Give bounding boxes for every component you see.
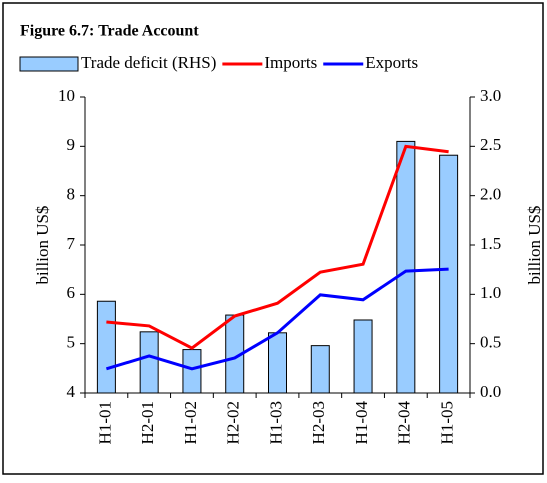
x-tick-label: H2-04 <box>395 401 414 445</box>
bar <box>353 319 373 394</box>
legend-label: Exports <box>365 53 418 72</box>
y-tick-label: 5 <box>67 333 76 352</box>
y-tick-label: 8 <box>67 185 76 204</box>
bar <box>139 331 159 394</box>
bar <box>182 349 202 394</box>
y2-tick-label: 1.0 <box>480 283 501 302</box>
y-tick-label: 4 <box>67 382 76 401</box>
legend-label: Imports <box>264 53 317 72</box>
line <box>106 144 449 350</box>
y-tick-label: 9 <box>67 135 76 154</box>
x-tick-label: H1-05 <box>438 401 457 444</box>
y-tick-label: 6 <box>67 283 76 302</box>
chart-title: Figure 6.7: Trade Account <box>20 23 199 40</box>
line <box>105 267 449 371</box>
y2-axis-label: billion US$ <box>525 206 544 285</box>
y2-tick-label: 0.5 <box>480 333 501 352</box>
y2-tick-label: 2.5 <box>480 135 501 154</box>
y-tick-label: 10 <box>58 86 75 105</box>
y2-tick-label: 1.5 <box>480 234 501 253</box>
y-axis-label: billion US$ <box>33 206 52 285</box>
x-tick-label: H2-01 <box>138 401 157 444</box>
x-tick-label: H2-02 <box>224 401 243 444</box>
x-tick-label: H1-03 <box>266 401 285 444</box>
x-tick-label: H2-03 <box>309 401 328 444</box>
legend-label: Trade deficit (RHS) <box>81 53 216 72</box>
y2-tick-label: 3.0 <box>480 86 501 105</box>
bar <box>396 140 416 394</box>
bar <box>310 345 330 394</box>
y2-tick-label: 0.0 <box>480 382 501 401</box>
x-tick-label: H1-01 <box>95 401 114 444</box>
bar <box>439 154 459 394</box>
x-tick-label: H1-04 <box>352 401 371 445</box>
bar <box>96 300 116 394</box>
legend-swatch <box>19 56 79 72</box>
x-tick-label: H1-02 <box>181 401 200 444</box>
y-tick-label: 7 <box>67 234 76 253</box>
y2-tick-label: 2.0 <box>480 185 501 204</box>
bar <box>268 332 287 394</box>
